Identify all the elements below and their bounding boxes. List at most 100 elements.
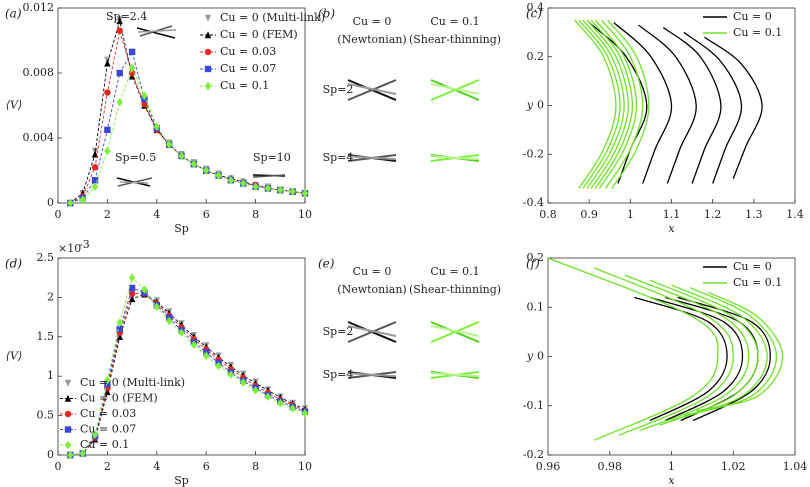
filament-sketch bbox=[430, 325, 480, 337]
marker bbox=[104, 146, 111, 156]
x-axis-label: x bbox=[668, 474, 675, 487]
x-axis-label: Sp bbox=[174, 222, 189, 235]
marker bbox=[128, 63, 136, 73]
marker bbox=[153, 122, 160, 131]
x-tick-label: 6 bbox=[203, 460, 210, 473]
y-tick-label: 0 bbox=[47, 448, 54, 461]
y-axis-label: y bbox=[526, 99, 534, 112]
x-tick-label: 10 bbox=[298, 208, 312, 221]
y-tick-label: 0 bbox=[537, 350, 544, 363]
x-axis-label: x bbox=[668, 222, 675, 235]
plot-frame bbox=[57, 7, 306, 204]
annotation: Sp=10 bbox=[253, 151, 291, 164]
marker bbox=[141, 91, 148, 100]
y-tick-label: 0 bbox=[537, 99, 544, 112]
marker bbox=[141, 285, 148, 294]
row-label: Sp=4 bbox=[323, 368, 354, 381]
trajectory bbox=[634, 296, 728, 422]
marker bbox=[277, 398, 284, 408]
marker bbox=[116, 17, 123, 25]
marker bbox=[128, 295, 136, 303]
y-axis-label: ⟨V⟩ bbox=[6, 99, 23, 112]
trajectory bbox=[547, 257, 719, 441]
legend-label: Cu = 0.1 bbox=[80, 438, 129, 451]
marker bbox=[190, 159, 198, 169]
x-tick-label: 4 bbox=[153, 208, 160, 221]
legend-label: Cu = 0.03 bbox=[220, 45, 276, 58]
legend-marker bbox=[204, 48, 212, 56]
x-tick-label: 6 bbox=[203, 208, 210, 221]
legend-marker bbox=[204, 65, 212, 73]
legend-label: Cu = 0.1 bbox=[733, 26, 782, 39]
marker bbox=[203, 351, 210, 360]
series-line bbox=[70, 293, 306, 456]
marker bbox=[116, 333, 123, 340]
panel-label: (d) bbox=[5, 257, 22, 271]
marker bbox=[153, 302, 160, 312]
marker bbox=[67, 450, 74, 460]
x-tick-label: 1.3 bbox=[745, 208, 763, 221]
legend-marker bbox=[64, 394, 72, 402]
x-tick-label: 1 bbox=[668, 460, 675, 473]
trajectory bbox=[586, 19, 629, 189]
marker bbox=[178, 328, 185, 338]
x-tick-label: 2 bbox=[104, 208, 111, 221]
x-tick-label: 0.96 bbox=[536, 460, 561, 473]
marker bbox=[227, 370, 235, 379]
y-tick-label: 0.5 bbox=[37, 409, 55, 422]
trajectory bbox=[624, 274, 750, 431]
marker bbox=[301, 409, 309, 418]
marker bbox=[128, 290, 136, 297]
column-title: Cu = 0 bbox=[353, 265, 392, 278]
trajectory bbox=[574, 19, 617, 189]
filament-sketch bbox=[347, 83, 397, 95]
x-tick-label: 1.04 bbox=[783, 460, 808, 473]
marker bbox=[104, 126, 111, 134]
marker bbox=[128, 284, 136, 292]
trajectory bbox=[607, 19, 650, 189]
x-tick-label: 1.1 bbox=[663, 208, 681, 221]
marker bbox=[91, 430, 99, 439]
marker bbox=[91, 164, 99, 171]
column-title: Cu = 0.1 bbox=[430, 265, 479, 278]
legend-marker bbox=[64, 440, 72, 450]
panel-label: (f) bbox=[526, 257, 540, 271]
y-tick-label: 0.1 bbox=[527, 300, 545, 313]
marker bbox=[116, 27, 123, 34]
row-label: Sp=2 bbox=[323, 325, 354, 338]
x-tick-label: 0 bbox=[55, 208, 62, 221]
annotation: Sp=2.4 bbox=[106, 10, 147, 23]
panel-label: (b) bbox=[318, 7, 335, 21]
annotation: Sp=0.5 bbox=[115, 151, 156, 164]
x-tick-label: 4 bbox=[153, 460, 160, 473]
x-tick-label: 1.4 bbox=[786, 208, 804, 221]
column-title: Cu = 0 bbox=[353, 15, 392, 28]
x-tick-label: 2 bbox=[104, 460, 111, 473]
legend-label: Cu = 0 (FEM) bbox=[220, 28, 298, 41]
marker bbox=[116, 69, 123, 77]
legend-label: Cu = 0 (FEM) bbox=[80, 392, 158, 405]
filament-sketch bbox=[430, 83, 480, 95]
column-subtitle: (Shear-thinning) bbox=[409, 33, 501, 46]
y-tick-label: 1.5 bbox=[37, 330, 55, 343]
column-subtitle: (Shear-thinning) bbox=[409, 283, 501, 296]
marker bbox=[79, 449, 86, 458]
column-subtitle: (Newtonian) bbox=[337, 283, 406, 296]
x-tick-label: 10 bbox=[298, 460, 312, 473]
marker bbox=[116, 318, 123, 327]
y-tick-label: 0.2 bbox=[527, 251, 545, 264]
trajectory bbox=[662, 26, 722, 184]
legend-marker bbox=[204, 31, 212, 39]
x-tick-label: 1.02 bbox=[721, 460, 746, 473]
y-tick-label: -0.4 bbox=[523, 196, 544, 209]
marker bbox=[215, 361, 222, 371]
legend-marker bbox=[204, 81, 212, 91]
filament-sketch bbox=[430, 155, 480, 161]
trajectory bbox=[594, 19, 638, 189]
marker bbox=[104, 89, 111, 96]
filament-sketch bbox=[347, 155, 397, 161]
y-axis-label: ⟨V⟩ bbox=[6, 350, 23, 363]
legend-label: Cu = 0.07 bbox=[80, 423, 136, 436]
series-line bbox=[70, 287, 306, 456]
